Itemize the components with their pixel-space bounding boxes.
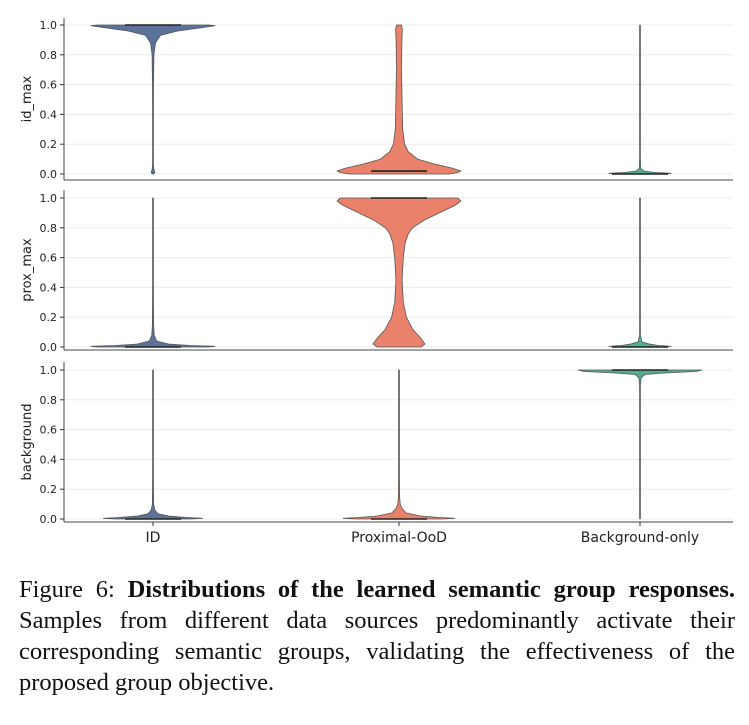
ylabel-background: background — [20, 404, 35, 481]
ylabel-id_max: id_max — [20, 75, 35, 122]
violin-3-proximal-ood — [342, 369, 456, 520]
ytick-label-3-1: 0.2 — [40, 483, 58, 496]
ytick-label-1-0: 0.0 — [40, 168, 58, 181]
violin-1-background-only — [608, 24, 672, 175]
violin-3-background-only — [577, 369, 703, 520]
ytick-label-3-3: 0.6 — [40, 424, 58, 437]
ytick-label-1-3: 0.6 — [40, 79, 58, 92]
violin-1-proximal-ood — [336, 24, 462, 175]
figure-label: Figure 6: — [19, 576, 128, 603]
ytick-label-3-5: 1.0 — [40, 364, 58, 377]
ytick-label-1-5: 1.0 — [40, 19, 58, 32]
ylabel-prox_max: prox_max — [20, 238, 35, 302]
ytick-label-2-5: 1.0 — [40, 192, 58, 205]
ytick-label-2-3: 0.6 — [40, 252, 58, 265]
figure-caption: Figure 6: Distributions of the learned s… — [19, 574, 735, 698]
violin-3-id — [103, 369, 203, 520]
ytick-label-2-4: 0.8 — [40, 222, 58, 235]
ytick-label-2-1: 0.2 — [40, 311, 58, 324]
ytick-label-2-0: 0.0 — [40, 341, 58, 354]
ytick-label-3-4: 0.8 — [40, 394, 58, 407]
ytick-label-1-2: 0.4 — [40, 108, 58, 121]
ytick-label-3-0: 0.0 — [40, 513, 58, 526]
xtick-label-proximal-ood: Proximal-OoD — [351, 530, 447, 546]
violin-2-proximal-ood — [336, 197, 462, 348]
ytick-label-1-4: 0.8 — [40, 49, 58, 62]
violin-figure: 0.0 0.2 0.4 0.6 0.8 1.0 id_max 0.0 0.2 0.4 0.6 0.8 1… — [20, 18, 733, 546]
violin-2-id — [90, 197, 216, 348]
xtick-label-background-only: Background-only — [581, 530, 699, 546]
ytick-label-3-2: 0.4 — [40, 453, 58, 466]
ytick-label-1-1: 0.2 — [40, 138, 58, 151]
violin-2-background-only — [608, 197, 672, 348]
violin-1-id — [90, 24, 216, 175]
ytick-label-2-2: 0.4 — [40, 281, 58, 294]
xtick-label-id: ID — [146, 530, 161, 546]
caption-body: Samples from different data sources pred… — [19, 607, 735, 696]
caption-bold-title: Distributions of the learned semantic gr… — [127, 576, 735, 603]
